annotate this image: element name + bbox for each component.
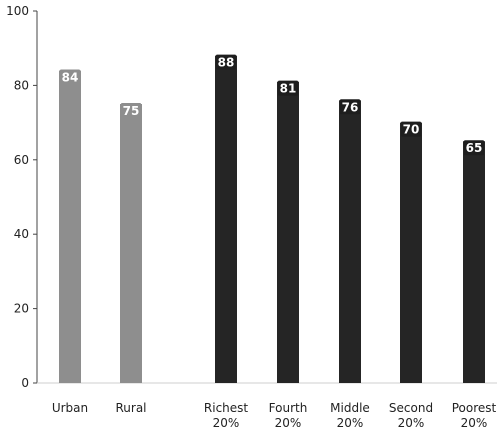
data-label: 84	[62, 71, 79, 85]
bar	[339, 100, 361, 383]
data-label-box	[340, 99, 360, 115]
data-label-box	[464, 140, 484, 156]
bar	[59, 70, 81, 384]
y-axis: 0 20 40 60 80 100	[6, 4, 497, 390]
y-tick-label: 0	[21, 376, 29, 390]
category-label: Poorest 20%	[452, 401, 497, 428]
data-label: 75	[123, 104, 140, 118]
bars: 84 75 88 81 76 70 65	[59, 54, 485, 384]
data-label: 88	[218, 56, 235, 70]
y-tick-label: 40	[14, 227, 29, 241]
category-label: Richest 20%	[204, 401, 249, 428]
bar	[463, 141, 485, 383]
y-tick-label: 100	[6, 4, 29, 18]
category-label: Urban	[52, 401, 88, 415]
bar	[400, 122, 422, 383]
bar	[277, 81, 299, 384]
data-label-box	[278, 80, 298, 96]
data-label: 70	[403, 123, 420, 137]
data-label-box	[60, 69, 80, 85]
data-label: 76	[342, 100, 359, 114]
data-label: 81	[280, 82, 297, 96]
y-tick-label: 80	[14, 78, 29, 92]
data-label-box	[216, 54, 236, 70]
y-tick-label: 60	[14, 153, 29, 167]
data-label-box	[121, 103, 141, 118]
x-axis-labels: Urban Rural Richest 20% Fourth 20% Middle 20% Se…	[52, 401, 497, 428]
bar	[215, 55, 237, 383]
data-label-box	[401, 121, 421, 137]
bar	[120, 104, 142, 383]
category-label: Second 20%	[389, 401, 433, 428]
data-label: 65	[466, 141, 483, 155]
y-tick-label: 20	[14, 302, 29, 316]
category-label: Rural	[115, 401, 146, 415]
category-label: Fourth 20%	[269, 401, 308, 428]
category-label: Middle 20%	[330, 401, 370, 428]
